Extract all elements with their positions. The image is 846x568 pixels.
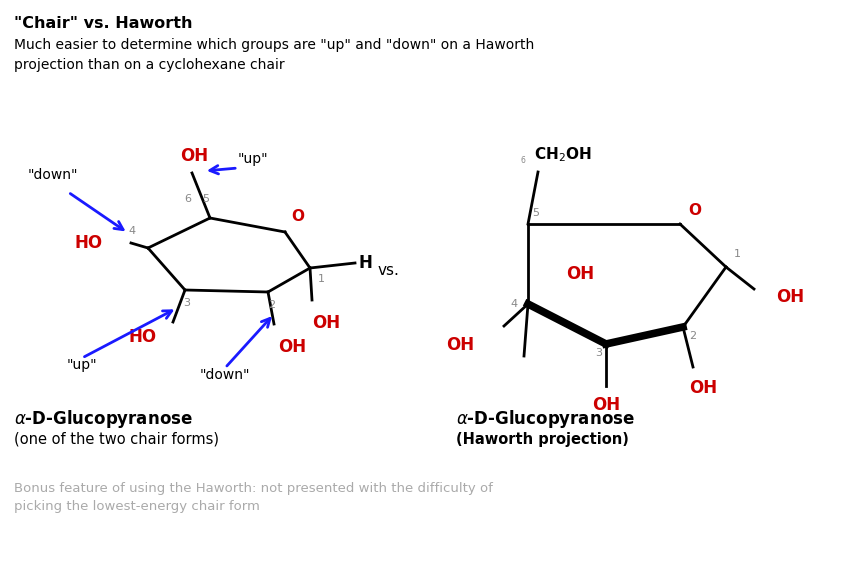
Text: 2: 2	[689, 331, 696, 341]
Text: O: O	[291, 209, 304, 224]
Text: 6: 6	[184, 194, 191, 204]
Text: HO: HO	[129, 328, 157, 346]
Text: OH: OH	[566, 265, 594, 283]
Text: CH$_2$OH: CH$_2$OH	[534, 145, 591, 164]
Text: 5: 5	[532, 208, 539, 218]
Text: $\alpha$-D-Glucopyranose: $\alpha$-D-Glucopyranose	[14, 408, 193, 430]
Text: HO: HO	[75, 234, 103, 252]
Text: (Haworth projection): (Haworth projection)	[456, 432, 629, 447]
Text: 1: 1	[318, 274, 325, 284]
Text: 3: 3	[184, 298, 190, 308]
Text: OH: OH	[776, 288, 805, 306]
Text: 3: 3	[595, 348, 602, 358]
Text: 2: 2	[268, 300, 276, 310]
Text: (one of the two chair forms): (one of the two chair forms)	[14, 432, 219, 447]
Text: O: O	[688, 203, 701, 218]
Text: Bonus feature of using the Haworth: not presented with the difficulty of
picking: Bonus feature of using the Haworth: not …	[14, 482, 493, 513]
Text: 5: 5	[202, 194, 210, 204]
Text: "down": "down"	[200, 368, 250, 382]
Text: OH: OH	[180, 147, 208, 165]
Text: "Chair" vs. Haworth: "Chair" vs. Haworth	[14, 16, 193, 31]
Text: Much easier to determine which groups are "up" and "down" on a Haworth
projectio: Much easier to determine which groups ar…	[14, 38, 535, 72]
Text: "down": "down"	[28, 168, 79, 182]
Text: $^6$: $^6$	[519, 156, 526, 166]
Text: OH: OH	[592, 396, 620, 414]
Text: 4: 4	[511, 299, 518, 309]
Text: "up": "up"	[238, 152, 269, 166]
Text: OH: OH	[312, 314, 340, 332]
Text: H: H	[358, 254, 372, 272]
Text: 4: 4	[129, 226, 136, 236]
Text: 1: 1	[734, 249, 741, 259]
Text: "up": "up"	[67, 358, 97, 372]
Text: OH: OH	[446, 336, 474, 354]
Text: OH: OH	[278, 338, 306, 356]
Text: $\alpha$-D-Glucopyranose: $\alpha$-D-Glucopyranose	[456, 408, 634, 430]
Text: OH: OH	[689, 379, 717, 397]
Text: vs.: vs.	[377, 262, 399, 278]
